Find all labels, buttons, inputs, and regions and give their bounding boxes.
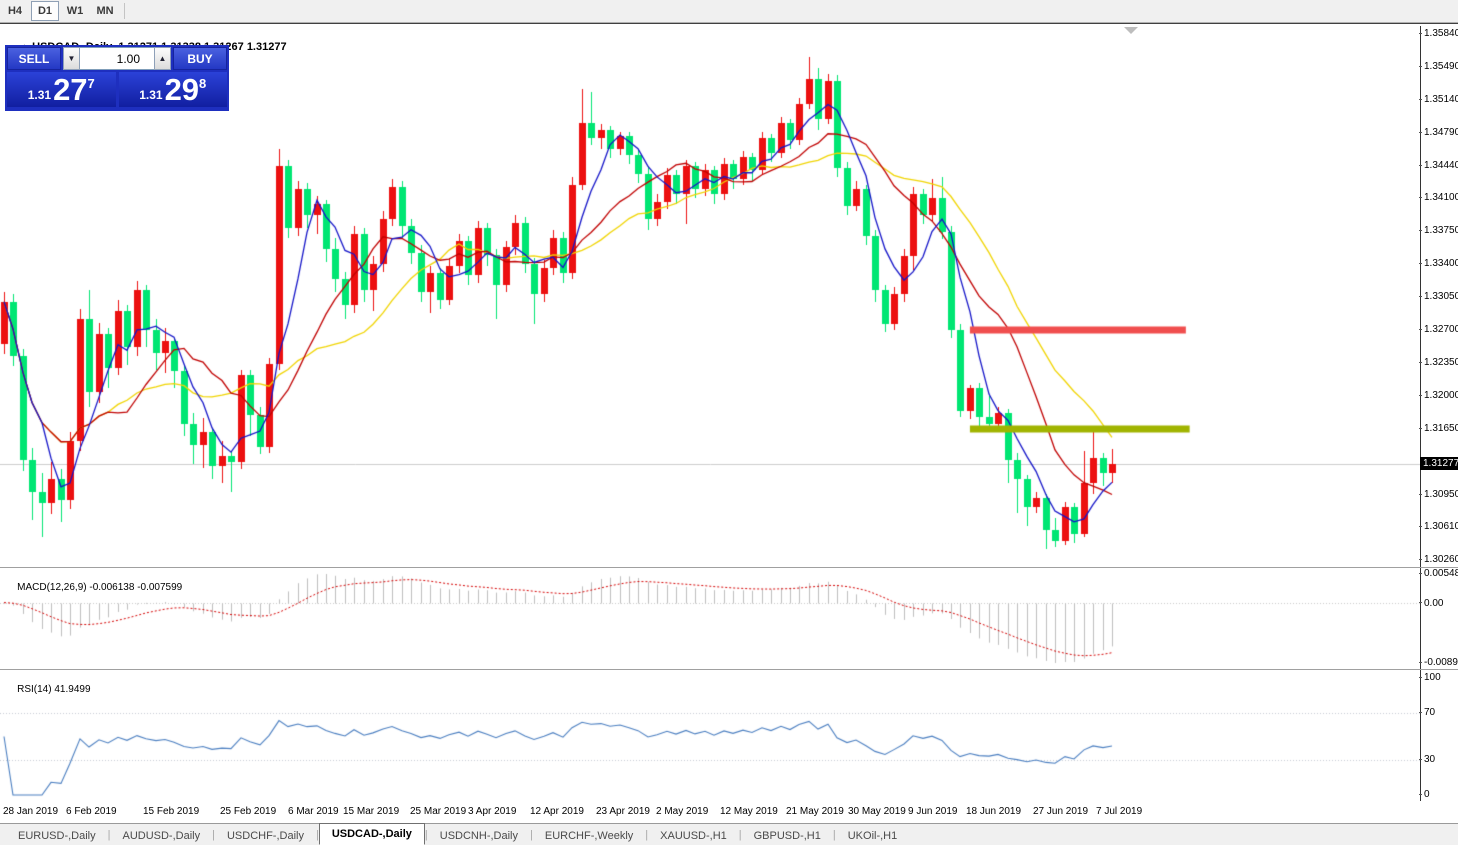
chevron-up-icon: ▲ <box>158 54 167 63</box>
price-axis-label: 1.30610 <box>1424 520 1458 532</box>
volume-increase-button[interactable]: ▲ <box>154 47 171 70</box>
date-axis-label: 9 Jun 2019 <box>908 806 958 817</box>
rsi-label: RSI(14) 41.9499 <box>17 684 91 695</box>
price-axis-label: 1.35490 <box>1424 60 1458 72</box>
volume-input[interactable]: 1.00 <box>80 47 154 70</box>
date-axis-label: 28 Jan 2019 <box>3 806 59 817</box>
chevron-down-icon: ▼ <box>67 54 76 63</box>
price-axis-label: 1.34790 <box>1424 126 1458 138</box>
sell-button[interactable]: SELL <box>7 47 61 70</box>
date-axis-label: 3 Apr 2019 <box>468 806 517 817</box>
tab-separator: | <box>212 828 215 841</box>
macd-axis-label: 0.005484 <box>1424 568 1458 579</box>
ask-big: 29 <box>164 72 200 107</box>
chart-tab-usdcad[interactable]: USDCAD-,Daily <box>318 823 425 845</box>
chart-window: ▲USDCAD-,Daily 1.31271 1.31338 1.31267 1… <box>0 23 1458 824</box>
tab-separator: | <box>645 828 649 841</box>
one-click-trade-panel: SELL ▼ 1.00 ▲ BUY 1.31 27 7 1.31 29 8 <box>5 45 229 111</box>
chart-tab-usdchf[interactable]: USDCHF-,Daily <box>226 830 304 842</box>
bid-price-display[interactable]: 1.31 27 7 <box>7 72 116 107</box>
toolbar-separator <box>124 3 125 19</box>
bid-big: 27 <box>53 72 88 107</box>
macd-axis-label: 0.00 <box>1422 598 1458 609</box>
price-axis-border <box>1420 26 1421 801</box>
price-axis-label: 1.35140 <box>1424 93 1458 105</box>
rsi-axis-label: 0 <box>1422 789 1458 800</box>
date-axis-label: 23 Apr 2019 <box>596 806 650 817</box>
price-axis-label: 1.30950 <box>1424 488 1458 500</box>
timeframe-toolbar: H4 D1 W1 MN <box>0 0 1458 23</box>
date-axis-label: 27 Jun 2019 <box>1033 806 1089 817</box>
date-axis-label: 21 May 2019 <box>786 806 844 817</box>
date-axis-label: 15 Feb 2019 <box>143 806 200 817</box>
chart-tab-usdcnh[interactable]: USDCNH-,Daily <box>439 830 518 842</box>
rsi-panel-canvas[interactable] <box>0 670 1421 801</box>
buy-button[interactable]: BUY <box>173 47 227 70</box>
bid-small: 1.31 <box>27 88 52 102</box>
chart-shift-marker-icon[interactable] <box>1124 27 1138 34</box>
date-axis-label: 18 Jun 2019 <box>966 806 1022 817</box>
chart-tab-audusd[interactable]: AUDUSD-,Daily <box>122 830 201 842</box>
tab-separator: | <box>530 828 533 841</box>
rsi-axis-label: 30 <box>1422 754 1458 765</box>
date-axis-label: 12 May 2019 <box>720 806 778 817</box>
chart-tab-xauusd[interactable]: XAUUSD-,H1 <box>660 830 727 842</box>
macd-label: MACD(12,26,9) -0.006138 -0.007599 <box>17 582 183 593</box>
chart-tab-bar: EURUSD-,Daily | AUDUSD-,Daily | USDCHF-,Dail… <box>0 823 1458 845</box>
ask-price-display[interactable]: 1.31 29 8 <box>118 72 227 107</box>
tab-separator: | <box>315 828 319 841</box>
timeframe-button-w1[interactable]: W1 <box>66 5 84 17</box>
timeframe-button-h4[interactable]: H4 <box>7 5 23 17</box>
tab-separator: | <box>832 828 836 841</box>
price-axis-label: 1.30260 <box>1424 553 1458 565</box>
date-axis-label: 30 May 2019 <box>848 806 906 817</box>
price-axis-label: 1.33050 <box>1424 290 1458 302</box>
price-axis-label: 1.34100 <box>1424 192 1458 203</box>
macd-axis-label: -0.008977 <box>1424 657 1458 668</box>
chart-tab-gbpusd[interactable]: GBPUSD-,H1 <box>753 830 821 842</box>
date-axis-label: 7 Jul 2019 <box>1096 806 1143 817</box>
price-axis-label: 1.32700 <box>1424 323 1458 335</box>
date-axis-label: 12 Apr 2019 <box>530 806 584 817</box>
price-axis-label: 1.35840 <box>1424 28 1458 39</box>
chart-tab-ukoil[interactable]: UKOil-,H1 <box>847 830 898 842</box>
price-axis-label: 1.33750 <box>1424 225 1458 236</box>
macd-panel-canvas[interactable] <box>0 568 1421 669</box>
tab-separator: | <box>738 828 742 841</box>
bid-sup: 7 <box>87 76 95 91</box>
timeframe-button-mn[interactable]: MN <box>96 5 114 17</box>
date-axis-label: 25 Mar 2019 <box>410 806 467 817</box>
price-axis-label: 1.32350 <box>1424 356 1458 368</box>
date-axis[interactable]: 28 Jan 2019 6 Feb 2019 15 Feb 2019 25 Feb 2… <box>0 801 1458 824</box>
chart-tab-eurchf[interactable]: EURCHF-,Weekly <box>544 830 634 842</box>
price-axis-label: 1.31650 <box>1424 422 1458 434</box>
date-axis-label: 6 Feb 2019 <box>66 806 117 817</box>
panel-splitter[interactable] <box>0 567 1458 568</box>
ask-small: 1.31 <box>139 88 163 102</box>
panel-splitter[interactable] <box>0 669 1458 670</box>
timeframe-button-d1[interactable]: D1 <box>31 1 59 21</box>
tab-separator: | <box>424 828 428 841</box>
main-chart-canvas[interactable] <box>0 26 1421 567</box>
price-axis-label: 1.33400 <box>1424 257 1458 269</box>
price-axis-label: 1.34440 <box>1424 159 1458 171</box>
chart-tab-eurusd[interactable]: EURUSD-,Daily <box>18 830 96 842</box>
tab-separator: | <box>107 828 111 841</box>
ask-sup: 8 <box>199 76 207 91</box>
price-axis-label: 1.32000 <box>1424 389 1458 401</box>
date-axis-label: 2 May 2019 <box>656 806 709 817</box>
date-axis-label: 6 Mar 2019 <box>288 806 339 817</box>
volume-decrease-button[interactable]: ▼ <box>63 47 80 70</box>
rsi-axis-label: 70 <box>1422 707 1458 718</box>
rsi-axis-label: 100 <box>1422 672 1458 683</box>
date-axis-label: 15 Mar 2019 <box>343 806 400 817</box>
date-axis-label: 25 Feb 2019 <box>220 806 277 817</box>
current-price-marker: 1.31277 <box>1420 457 1458 470</box>
